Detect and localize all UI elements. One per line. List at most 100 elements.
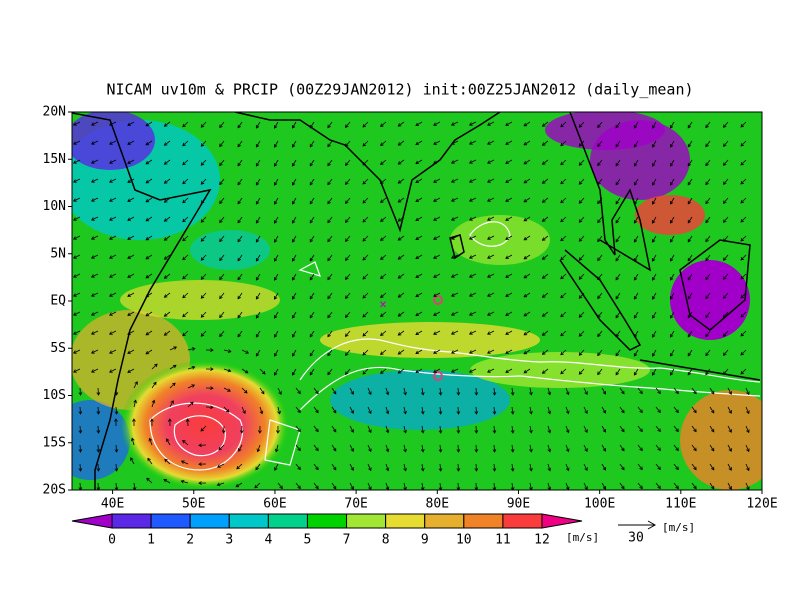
wind-arrow — [547, 482, 551, 490]
wind-arrow-head — [560, 161, 564, 166]
wind-arrow — [469, 330, 477, 335]
wind-arrow — [345, 140, 351, 147]
wind-arrow-head — [72, 350, 77, 354]
wind-arrow-head — [722, 162, 727, 166]
wind-arrow-head — [180, 479, 185, 484]
wind-arrow-head — [327, 162, 331, 167]
wind-arrow — [73, 254, 81, 259]
map-field: × — [72, 112, 762, 490]
wind-arrow-head — [237, 333, 241, 338]
wind-arrow — [164, 254, 171, 260]
wind-arrow — [542, 273, 549, 279]
wind-arrow-head — [309, 181, 314, 186]
wind-arrow — [327, 197, 333, 204]
wind-arrow-head — [90, 312, 95, 316]
wind-arrow — [164, 140, 171, 146]
wind-arrow-head — [200, 181, 205, 185]
lat-label: 20N — [43, 105, 66, 120]
wind-arrow — [523, 235, 531, 241]
wind-arrow-head — [114, 392, 119, 396]
wind-arrow-head — [468, 122, 473, 126]
wind-arrow — [200, 159, 207, 166]
wind-arrow-head — [633, 257, 638, 262]
wind-arrow-head — [705, 238, 709, 243]
wind-arrow — [182, 440, 189, 446]
wind-arrow — [200, 140, 207, 147]
wind-arrow — [652, 311, 657, 319]
wind-arrow-head — [309, 124, 314, 129]
wind-arrow — [523, 330, 531, 336]
wind-arrow — [181, 480, 189, 484]
wind-arrow — [619, 387, 625, 394]
wind-arrow-head — [675, 390, 679, 395]
wind-arrow — [723, 197, 729, 204]
wind-arrow-head — [657, 428, 661, 433]
wind-arrow — [433, 368, 441, 373]
wind-arrow — [255, 254, 261, 262]
wind-arrow — [655, 425, 661, 432]
wind-arrow-head — [740, 180, 745, 185]
wind-arrow — [169, 400, 174, 408]
wind-arrow — [705, 311, 711, 318]
wind-arrow-head — [344, 181, 349, 185]
wind-arrow-head — [200, 314, 205, 318]
wind-arrow — [615, 368, 621, 376]
wind-arrow — [415, 235, 423, 240]
wind-arrow — [166, 438, 171, 446]
wind-arrow — [91, 197, 99, 202]
wind-arrow-head — [127, 122, 131, 126]
wind-arrow-head — [315, 409, 319, 414]
wind-arrow — [634, 311, 639, 319]
wind-arrow — [327, 330, 333, 337]
wind-arrow — [652, 140, 657, 148]
wind-arrow-head — [433, 179, 437, 183]
wind-arrow-head — [90, 369, 95, 373]
wind-arrow-head — [705, 219, 709, 224]
wind-arrow-head — [292, 182, 296, 186]
wind-arrow-head — [350, 391, 354, 395]
wind-arrow — [109, 216, 117, 221]
wind-arrow — [529, 463, 532, 471]
wind-arrow — [469, 273, 477, 278]
wind-arrow-head — [438, 411, 443, 415]
wind-arrow-head — [474, 449, 479, 453]
wind-arrow-head — [487, 331, 491, 335]
wind-arrow-head — [505, 293, 509, 297]
wind-arrow-head — [474, 392, 479, 396]
wind-arrow-head — [96, 430, 101, 434]
wind-arrow-head — [560, 275, 564, 280]
wind-arrow-head — [615, 257, 619, 262]
wind-arrow — [164, 311, 171, 317]
wind-arrow — [146, 477, 153, 484]
wind-arrow — [115, 444, 118, 453]
wind-arrow-head — [368, 486, 372, 490]
wind-arrow — [385, 482, 389, 490]
wind-arrow-head — [167, 418, 172, 422]
wind-arrow — [723, 349, 729, 356]
wind-arrow-head — [190, 401, 194, 406]
wind-arrow — [309, 292, 315, 300]
wind-arrow-head — [258, 430, 262, 434]
wind-arrow-head — [148, 437, 153, 442]
wind-arrow-head — [344, 257, 349, 261]
wind-arrow — [597, 159, 603, 166]
wind-arrow — [241, 368, 249, 374]
wind-arrow-head — [385, 391, 390, 396]
wind-arrow-head — [362, 256, 367, 261]
wind-arrow-head — [468, 274, 473, 278]
wind-arrow-head — [433, 198, 437, 202]
wind-arrow-head — [237, 219, 241, 224]
wind-arrow-head — [415, 160, 419, 164]
wind-arrow-head — [274, 258, 278, 262]
wind-arrow-head — [578, 276, 583, 280]
wind-arrow — [313, 425, 319, 432]
wind-arrow-head — [433, 369, 437, 373]
wind-arrow — [505, 159, 513, 164]
wind-arrow — [91, 235, 99, 240]
wind-arrow — [469, 292, 477, 297]
wind-arrow-head — [182, 275, 186, 280]
wind-arrow-head — [90, 122, 95, 126]
wind-arrow-head — [547, 467, 552, 472]
wind-arrow — [235, 482, 243, 488]
wind-arrow-head — [362, 370, 367, 375]
